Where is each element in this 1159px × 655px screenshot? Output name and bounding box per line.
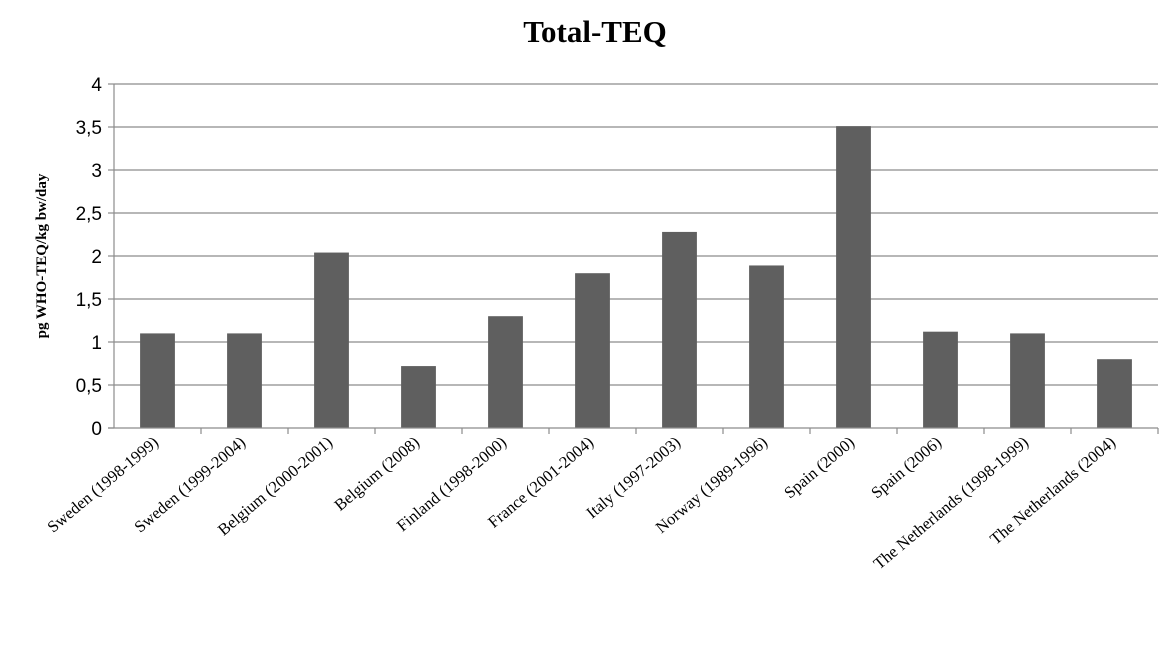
x-tick-labels: Sweden (1998-1999)Sweden (1999-2004)Belg…: [43, 433, 1119, 574]
y-tick-label: 2,5: [76, 204, 102, 225]
bar: [1010, 333, 1045, 428]
gridlines: [108, 83, 1159, 434]
y-axis-label: pg WHO-TEQ/kg bw/day: [34, 173, 50, 338]
bar: [227, 333, 262, 428]
bar: [836, 126, 871, 428]
x-tick-label: Belgium (2008): [330, 433, 423, 515]
x-tick-label: Spain (2006): [867, 433, 945, 503]
y-tick-label: 0,5: [76, 376, 102, 397]
bar: [314, 252, 349, 428]
x-tick-label: Spain (2000): [780, 433, 858, 503]
bar: [923, 331, 958, 428]
bar: [401, 366, 436, 428]
y-tick-label: 4: [91, 75, 102, 96]
axes: [108, 84, 1158, 429]
y-tick-label: 0: [91, 419, 102, 440]
chart-title: Total-TEQ: [523, 14, 667, 49]
y-tick-label: 3: [91, 161, 102, 182]
y-tick-labels: 0 0,5 1 1,5 2 2,5 3 3,5 4: [76, 75, 103, 440]
bar: [488, 316, 523, 428]
y-tick-label: 1: [91, 333, 102, 354]
bar: [749, 265, 784, 428]
bar: [662, 231, 697, 428]
y-tick-label: 3,5: [76, 118, 102, 139]
y-tick-label: 2: [91, 247, 102, 268]
x-tick-label: The Netherlands (1998-1999): [870, 433, 1032, 574]
bar: [575, 273, 610, 428]
bar: [1097, 359, 1132, 428]
bar: [140, 333, 175, 428]
y-tick-label: 1,5: [76, 290, 102, 311]
bars: [140, 126, 1132, 428]
